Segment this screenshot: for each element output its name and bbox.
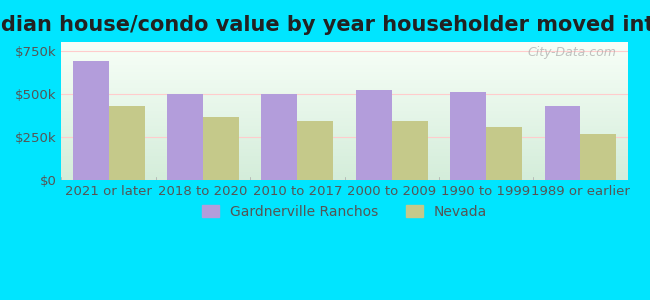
Bar (261, 94, 297, 180)
Bar (203, 117, 239, 180)
Bar (297, 121, 333, 180)
Bar (73, 61, 109, 180)
Text: City-Data.com: City-Data.com (527, 46, 616, 59)
Bar (392, 122, 428, 180)
Bar (450, 92, 486, 180)
Bar (356, 90, 392, 180)
Bar (580, 134, 616, 180)
Bar (167, 94, 203, 180)
Bar (109, 106, 144, 180)
Bar (545, 106, 580, 180)
Legend: Gardnerville Ranchos, Nevada: Gardnerville Ranchos, Nevada (195, 198, 494, 226)
Title: Median house/condo value by year householder moved into unit: Median house/condo value by year househo… (0, 15, 650, 35)
Bar (486, 127, 522, 180)
